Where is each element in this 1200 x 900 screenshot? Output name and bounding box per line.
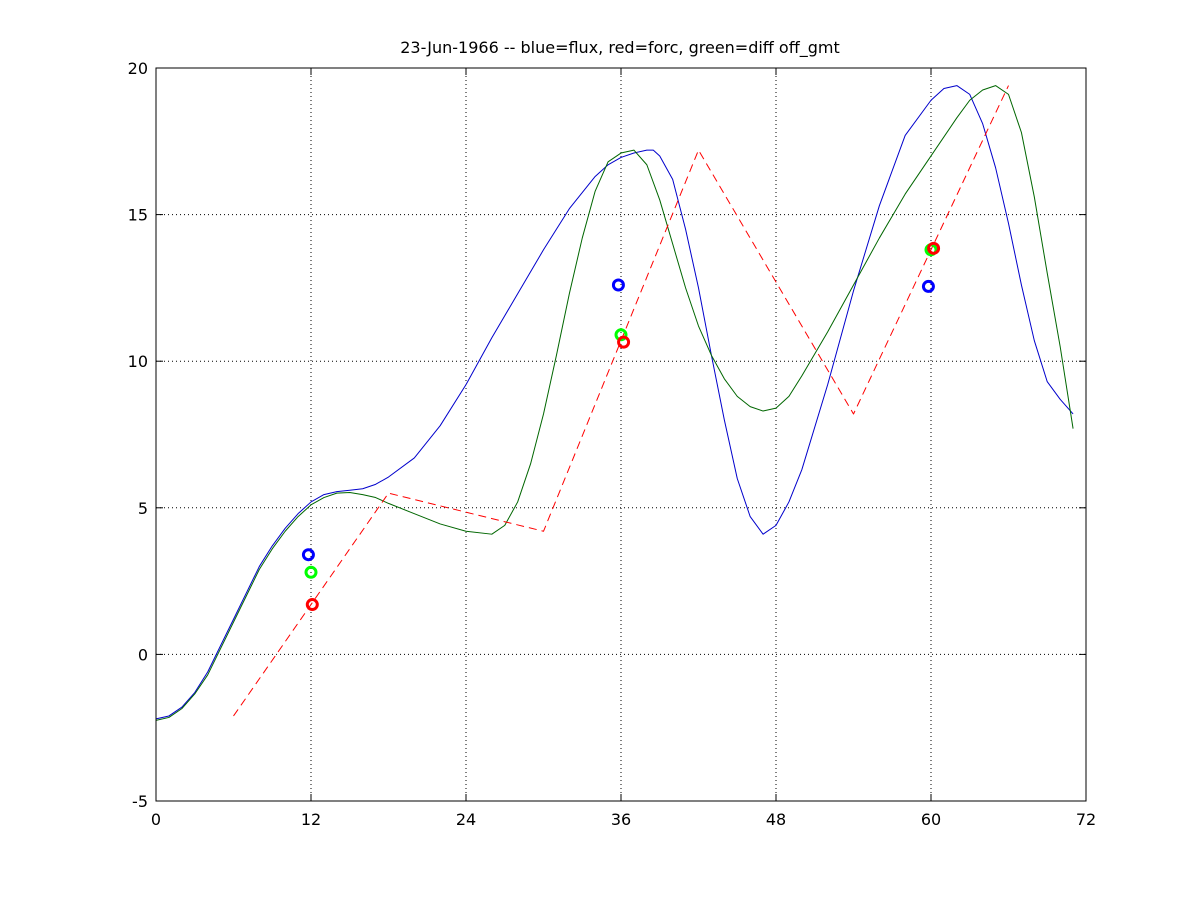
y-tick-label: 5 [138,499,148,518]
x-tick-label: 0 [151,810,161,829]
x-tick-label: 12 [301,810,321,829]
data-marker [305,598,319,612]
y-tick-label: 0 [138,645,148,664]
data-marker [921,279,935,293]
marker-layer [301,241,941,612]
grid [156,68,1086,801]
y-tick-label: 15 [128,206,148,225]
x-tick-label: 48 [766,810,786,829]
chart-title: 23-Jun-1966 -- blue=flux, red=forc, gree… [400,38,840,58]
x-tick-label: 36 [611,810,631,829]
x-tick-label: 24 [456,810,476,829]
series-layer [155,85,1074,721]
data-marker [301,548,315,562]
series-line-0 [155,85,1074,720]
y-tick-label: -5 [132,792,148,811]
data-marker [304,565,318,579]
data-marker [617,335,631,349]
data-marker [927,241,941,255]
series-line-2 [233,85,1009,717]
x-tick-label: 60 [921,810,941,829]
series-line-1 [155,85,1074,721]
y-tick-label: 20 [128,59,148,78]
x-tick-label: 72 [1076,810,1096,829]
data-marker [614,328,628,342]
data-marker [611,278,625,292]
y-tick-label: 10 [128,352,148,371]
plot-area-border [155,67,1087,802]
